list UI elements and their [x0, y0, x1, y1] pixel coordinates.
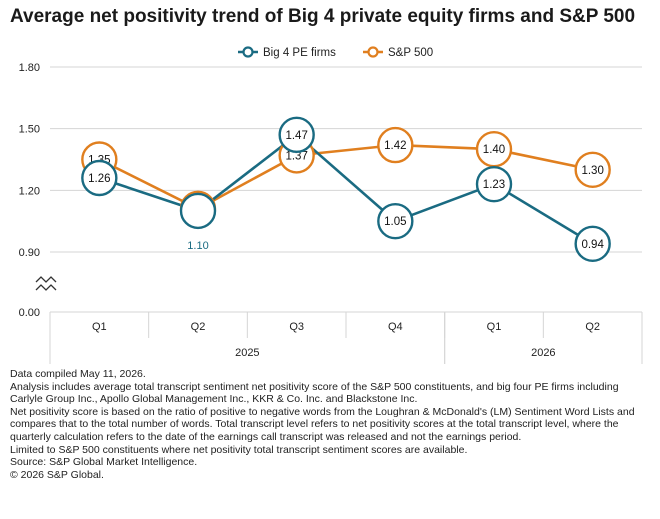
data-point — [278, 116, 315, 154]
x-tick-label: Q2 — [585, 321, 600, 333]
legend-label: Big 4 PE firms — [263, 47, 336, 59]
y-tick-label: 0.00 — [19, 307, 40, 319]
x-group-label: 2026 — [531, 347, 555, 359]
data-label: 1.37 — [285, 150, 307, 162]
data-label: 1.23 — [483, 179, 505, 191]
note-limitation: Limited to S&P 500 constituents where ne… — [10, 443, 468, 456]
data-point — [574, 151, 611, 188]
legend-marker — [242, 46, 254, 58]
legend-label: S&P 500 — [388, 47, 433, 59]
line-chart: 1.80 1.50 1.20 0.90 0.00 Q1 Q2 Q3 Q4 Q1 Q2 2025 202… — [19, 46, 643, 364]
note-date: Data compiled May 11, 2026. — [10, 368, 146, 380]
x-tick-label: Q4 — [388, 321, 403, 333]
legend-marker — [367, 46, 379, 58]
y-tick-label: 1.80 — [19, 62, 40, 74]
data-point — [377, 202, 414, 240]
x-axis: Q1 Q2 Q3 Q4 Q1 Q2 2025 2026 — [49, 312, 643, 364]
data-label: 1.30 — [581, 165, 603, 177]
data-point — [179, 192, 217, 230]
legend: Big 4 PE firms S&P 500 — [238, 46, 433, 59]
note-analysis: Analysis includes average total transcri… — [10, 380, 619, 406]
y-tick-label: 1.50 — [19, 124, 40, 136]
data-point — [574, 225, 611, 262]
chart-notes: Data compiled May 11, 2026. Analysis inc… — [10, 368, 650, 481]
y-axis: 1.80 1.50 1.20 0.90 0.00 — [19, 62, 40, 319]
x-tick-label: Q1 — [92, 321, 107, 333]
axis-break-line — [35, 284, 57, 291]
series-layer: 1.351.111.371.421.401.301.261.101.471.05… — [81, 116, 611, 262]
data-label: 1.47 — [285, 130, 307, 142]
gridlines — [50, 66, 642, 313]
note-copyright: © 2026 S&P Global. — [10, 468, 104, 481]
x-tick-label: Q1 — [487, 321, 502, 333]
chart-title: Average net positivity trend of Big 4 pr… — [10, 6, 636, 27]
axis-break-icon — [35, 276, 57, 291]
x-tick-label: Q2 — [191, 321, 206, 333]
data-point — [81, 159, 118, 197]
data-label: 1.42 — [384, 140, 406, 152]
data-label: 0.94 — [581, 239, 604, 251]
note-source: Source: S&P Global Market Intelligence. — [10, 456, 198, 469]
data-point — [475, 165, 513, 203]
x-group-label: 2025 — [235, 347, 259, 359]
y-tick-label: 1.20 — [19, 185, 40, 197]
data-label: 1.05 — [384, 216, 406, 228]
data-label: 1.26 — [88, 173, 110, 185]
data-label: 1.10 — [187, 240, 208, 252]
data-point — [377, 126, 414, 164]
note-methodology: Net positivity score is based on the rat… — [10, 405, 635, 443]
y-tick-label: 0.90 — [19, 247, 40, 259]
data-label: 1.40 — [483, 144, 505, 156]
axis-break-line — [35, 276, 57, 283]
x-tick-label: Q3 — [289, 321, 304, 333]
